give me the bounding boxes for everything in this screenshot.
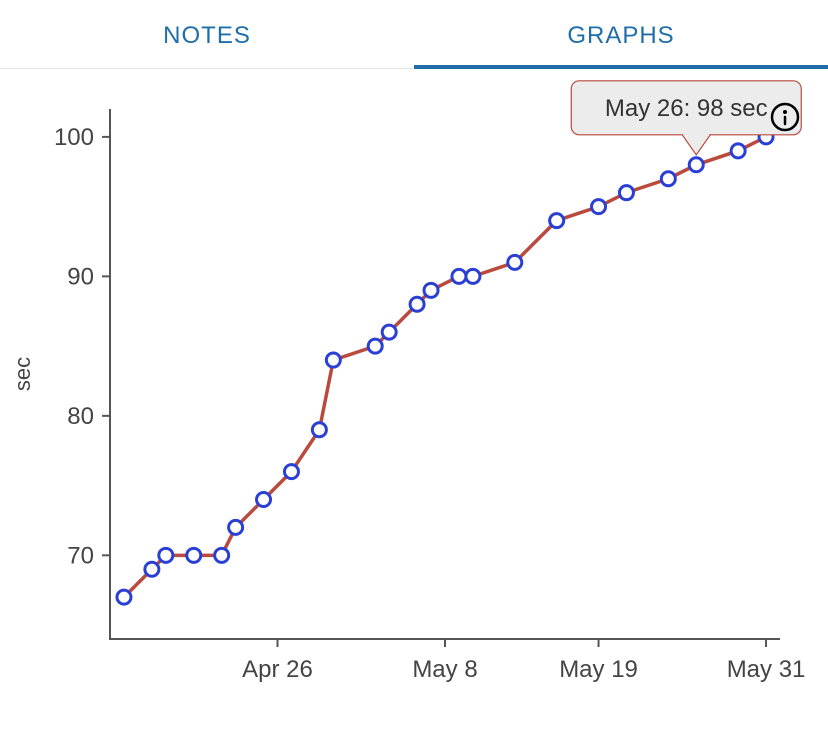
data-point[interactable] — [326, 353, 340, 367]
data-point[interactable] — [592, 200, 606, 214]
xtick-label: May 19 — [559, 656, 638, 683]
data-point[interactable] — [187, 548, 201, 562]
data-point[interactable] — [619, 186, 633, 200]
xtick-label: May 31 — [727, 656, 806, 683]
tab-notes[interactable]: NOTES — [0, 0, 414, 68]
data-point[interactable] — [466, 269, 480, 283]
data-point[interactable] — [382, 325, 396, 339]
data-point[interactable] — [689, 158, 703, 172]
xtick-label: Apr 26 — [242, 656, 313, 683]
data-point[interactable] — [661, 172, 675, 186]
tab-graphs[interactable]: GRAPHS — [414, 0, 828, 68]
data-point[interactable] — [424, 283, 438, 297]
data-point[interactable] — [550, 214, 564, 228]
data-point[interactable] — [215, 548, 229, 562]
data-point[interactable] — [410, 297, 424, 311]
y-axis-label: sec — [10, 357, 35, 391]
line-chart: 70 80 90 100 sec Apr 26 May 8 May 19 May 31 May 2… — [0, 69, 828, 729]
data-point[interactable] — [117, 590, 131, 604]
data-point[interactable] — [257, 493, 271, 507]
data-point[interactable] — [368, 339, 382, 353]
xtick-label: May 8 — [412, 656, 477, 683]
tooltip-pointer — [682, 135, 710, 155]
tab-bar: NOTES GRAPHS — [0, 0, 828, 69]
chart-area: 70 80 90 100 sec Apr 26 May 8 May 19 May 31 May 2… — [0, 69, 828, 729]
ytick-label: 100 — [54, 124, 94, 151]
ytick-label: 90 — [67, 263, 94, 290]
ytick-label: 80 — [67, 403, 94, 430]
data-point[interactable] — [229, 520, 243, 534]
data-point[interactable] — [284, 465, 298, 479]
ytick-label: 70 — [67, 542, 94, 569]
data-point[interactable] — [159, 548, 173, 562]
data-line — [124, 137, 766, 597]
data-point[interactable] — [145, 562, 159, 576]
data-point[interactable] — [312, 423, 326, 437]
data-point[interactable] — [508, 255, 522, 269]
data-point[interactable] — [731, 144, 745, 158]
data-point[interactable] — [452, 269, 466, 283]
tooltip-text: May 26: 98 sec — [605, 95, 768, 122]
axes — [110, 109, 780, 639]
